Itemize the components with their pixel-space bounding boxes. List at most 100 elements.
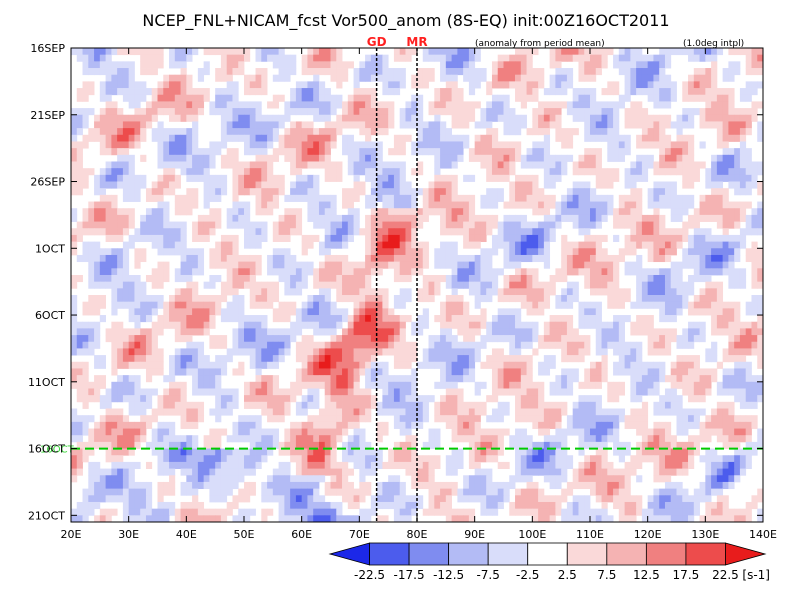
- field-cell: [382, 341, 389, 349]
- field-cell: [307, 355, 314, 363]
- field-cell: [572, 188, 579, 196]
- field-cell: [688, 174, 695, 182]
- field-cell: [688, 301, 695, 309]
- field-cell: [572, 288, 579, 296]
- field-cell: [526, 221, 533, 229]
- field-cell: [122, 214, 130, 222]
- field-cell: [445, 281, 452, 289]
- field-cell: [711, 248, 718, 256]
- field-cell: [664, 54, 672, 62]
- field-cell: [267, 54, 274, 62]
- field-cell: [255, 335, 262, 343]
- field-cell: [491, 355, 499, 363]
- field-cell: [318, 68, 326, 76]
- field-cell: [295, 355, 303, 363]
- field-cell: [520, 368, 527, 376]
- field-cell: [676, 134, 683, 142]
- field-cell: [353, 348, 360, 356]
- field-cell: [549, 194, 556, 202]
- field-cell: [543, 201, 551, 209]
- field-cell: [538, 288, 545, 296]
- field-cell: [249, 161, 256, 169]
- field-cell: [134, 361, 141, 369]
- field-cell: [445, 54, 452, 62]
- field-cell: [451, 274, 458, 283]
- field-cell: [307, 261, 314, 269]
- field-cell: [411, 415, 418, 423]
- field-cell: [324, 274, 331, 283]
- field-cell: [117, 301, 124, 309]
- field-cell: [272, 221, 279, 229]
- field-cell: [757, 281, 763, 289]
- field-cell: [664, 268, 672, 276]
- field-cell: [659, 88, 666, 96]
- field-cell: [751, 221, 758, 229]
- field-cell: [336, 381, 343, 389]
- field-cell: [497, 321, 504, 329]
- field-cell: [278, 134, 285, 142]
- field-cell: [365, 388, 372, 396]
- field-cell: [641, 128, 649, 136]
- field-cell: [705, 308, 712, 316]
- field-cell: [82, 335, 89, 343]
- field-cell: [163, 234, 170, 243]
- field-cell: [601, 88, 608, 96]
- field-cell: [365, 361, 372, 369]
- field-cell: [440, 141, 447, 149]
- field-cell: [607, 88, 614, 96]
- field-cell: [578, 408, 585, 416]
- field-cell: [532, 321, 539, 329]
- field-cell: [301, 274, 308, 283]
- field-cell: [99, 415, 106, 423]
- field-cell: [440, 194, 447, 202]
- field-cell: [151, 388, 158, 396]
- field-cell: [180, 381, 187, 389]
- field-cell: [520, 234, 527, 243]
- field-cell: [151, 368, 158, 376]
- field-cell: [94, 241, 101, 249]
- field-cell: [653, 301, 660, 309]
- field-cell: [474, 401, 481, 409]
- field-cell: [215, 335, 222, 343]
- field-cell: [117, 234, 124, 243]
- field-cell: [382, 335, 389, 343]
- field-cell: [359, 408, 366, 416]
- field-cell: [151, 241, 158, 249]
- field-cell: [145, 114, 153, 122]
- field-cell: [699, 328, 706, 336]
- field-cell: [676, 194, 683, 202]
- field-cell: [122, 361, 130, 369]
- field-cell: [711, 74, 718, 82]
- field-cell: [532, 94, 539, 102]
- field-cell: [203, 315, 210, 323]
- field-cell: [399, 415, 406, 423]
- field-cell: [313, 401, 320, 409]
- field-cell: [515, 341, 522, 349]
- field-cell: [515, 321, 522, 329]
- field-cell: [578, 48, 585, 56]
- field-cell: [174, 174, 181, 182]
- field-cell: [255, 161, 262, 169]
- field-cell: [365, 141, 372, 149]
- field-cell: [647, 288, 654, 296]
- field-cell: [532, 228, 539, 236]
- field-cell: [249, 361, 256, 369]
- field-cell: [76, 388, 83, 396]
- field-cell: [422, 401, 429, 409]
- field-cell: [342, 315, 349, 323]
- field-cell: [572, 114, 579, 122]
- field-cell: [526, 408, 533, 416]
- field-cell: [295, 328, 303, 336]
- field-cell: [290, 214, 297, 222]
- field-cell: [722, 208, 729, 216]
- field-cell: [117, 355, 124, 363]
- field-cell: [163, 108, 170, 116]
- field-cell: [572, 48, 579, 56]
- field-cell: [272, 74, 279, 82]
- field-cell: [543, 148, 551, 156]
- field-cell: [434, 208, 441, 216]
- field-cell: [122, 128, 130, 136]
- field-cell: [555, 134, 562, 142]
- field-cell: [226, 234, 233, 243]
- field-cell: [526, 248, 533, 256]
